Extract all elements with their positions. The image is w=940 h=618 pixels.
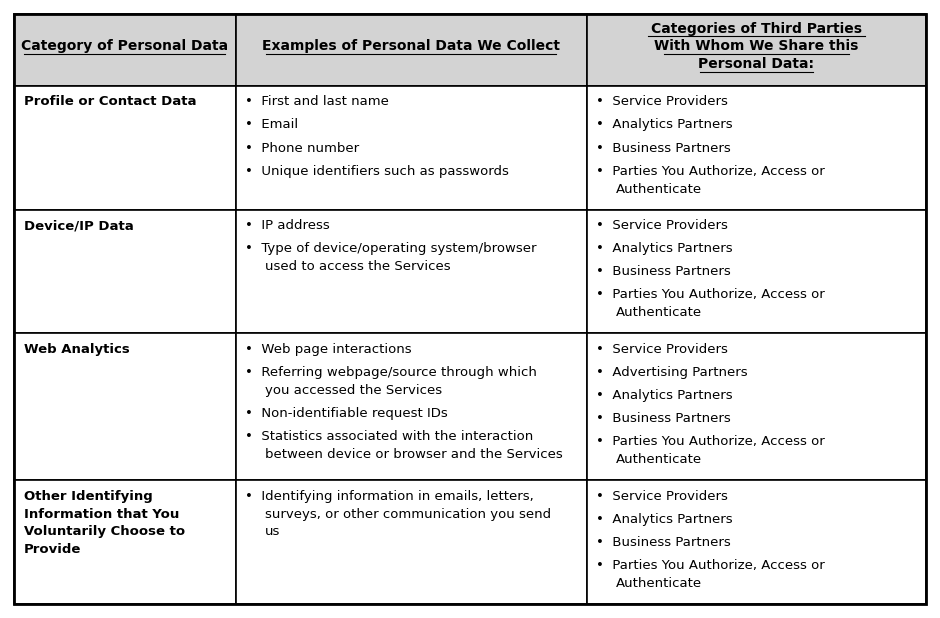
Bar [14,14,236,86]
Text: •  First and last name: • First and last name [245,95,389,108]
Text: •  Business Partners: • Business Partners [597,142,731,154]
Bar [236,86,587,210]
Text: •  Web page interactions: • Web page interactions [245,343,412,356]
Text: Web Analytics: Web Analytics [24,343,130,356]
Bar [587,210,926,334]
Text: used to access the Services: used to access the Services [265,260,450,273]
Text: •  Referring webpage/source through which: • Referring webpage/source through which [245,366,537,379]
Text: Examples of Personal Data We Collect: Examples of Personal Data We Collect [262,40,560,53]
Text: •  Advertising Partners: • Advertising Partners [597,366,748,379]
Text: •  Identifying information in emails, letters,: • Identifying information in emails, let… [245,489,534,502]
Text: •  Analytics Partners: • Analytics Partners [597,242,733,255]
Text: Authenticate: Authenticate [616,182,702,196]
Text: •  Parties You Authorize, Access or: • Parties You Authorize, Access or [597,436,825,449]
Text: Category of Personal Data: Category of Personal Data [22,40,228,53]
Bar [587,480,926,604]
Text: •  Phone number: • Phone number [245,142,359,154]
Text: •  Parties You Authorize, Access or: • Parties You Authorize, Access or [597,289,825,302]
Bar [14,334,236,480]
Text: •  Business Partners: • Business Partners [597,265,731,278]
Bar [587,334,926,480]
Text: Provide: Provide [24,543,81,556]
Text: •  Email: • Email [245,119,298,132]
Text: Authenticate: Authenticate [616,577,702,590]
Text: •  Analytics Partners: • Analytics Partners [597,119,733,132]
Text: •  Type of device/operating system/browser: • Type of device/operating system/browse… [245,242,537,255]
Bar [236,210,587,334]
Text: •  Analytics Partners: • Analytics Partners [597,389,733,402]
Text: surveys, or other communication you send: surveys, or other communication you send [265,507,551,520]
Text: •  Parties You Authorize, Access or: • Parties You Authorize, Access or [597,165,825,178]
Text: Categories of Third Parties: Categories of Third Parties [650,22,862,35]
Text: •  Business Partners: • Business Partners [597,536,731,549]
Bar [236,334,587,480]
Text: Device/IP Data: Device/IP Data [24,219,133,232]
Text: With Whom We Share this: With Whom We Share this [654,40,858,53]
Text: •  Service Providers: • Service Providers [597,219,728,232]
Text: •  Parties You Authorize, Access or: • Parties You Authorize, Access or [597,559,825,572]
Bar [236,14,587,86]
Bar [14,480,236,604]
Bar [236,480,587,604]
Text: •  Service Providers: • Service Providers [597,95,728,108]
Bar [587,86,926,210]
Text: Profile or Contact Data: Profile or Contact Data [24,95,196,108]
Text: Authenticate: Authenticate [616,307,702,320]
Text: between device or browser and the Services: between device or browser and the Servic… [265,448,562,461]
Bar [14,210,236,334]
Text: you accessed the Services: you accessed the Services [265,384,442,397]
Text: •  Business Partners: • Business Partners [597,412,731,425]
Text: •  Analytics Partners: • Analytics Partners [597,513,733,526]
Text: Other Identifying: Other Identifying [24,489,152,502]
Text: Voluntarily Choose to: Voluntarily Choose to [24,525,185,538]
Bar [14,86,236,210]
Bar [587,14,926,86]
Text: •  Unique identifiers such as passwords: • Unique identifiers such as passwords [245,165,509,178]
Text: Personal Data:: Personal Data: [698,57,814,71]
Text: •  Service Providers: • Service Providers [597,489,728,502]
Text: •  Statistics associated with the interaction: • Statistics associated with the interac… [245,430,534,443]
Text: •  IP address: • IP address [245,219,330,232]
Text: Authenticate: Authenticate [616,453,702,466]
Text: us: us [265,525,280,538]
Text: •  Service Providers: • Service Providers [597,343,728,356]
Text: •  Non-identifiable request IDs: • Non-identifiable request IDs [245,407,448,420]
Text: Information that You: Information that You [24,507,179,520]
